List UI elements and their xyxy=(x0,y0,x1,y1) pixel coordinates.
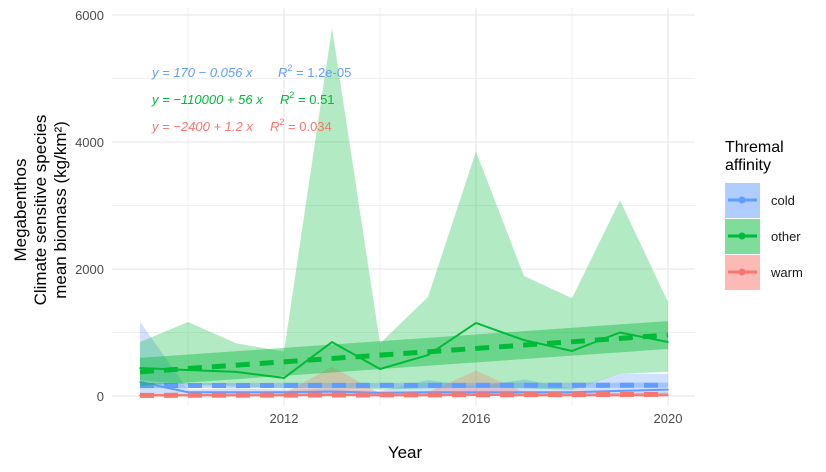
warm-point xyxy=(667,394,669,397)
y-axis-title: Megabenthos xyxy=(11,158,30,261)
warm-point xyxy=(475,393,477,396)
other-point xyxy=(331,341,333,343)
regression-equation: y = −2400 + 1.2 x xyxy=(151,119,253,134)
grid xyxy=(112,8,695,406)
r-squared: R2 = 0.51 xyxy=(280,90,335,107)
other-point xyxy=(139,367,141,369)
other-point xyxy=(475,322,477,324)
cold-point xyxy=(283,391,285,393)
warm-ribbon xyxy=(140,366,668,396)
cold-point xyxy=(235,391,237,393)
legend-item-other: other xyxy=(725,219,801,254)
r-squared: R2 = 1.2e-05 xyxy=(278,63,351,80)
other-point xyxy=(235,371,237,373)
legend-label: warm xyxy=(770,265,803,280)
warm-point xyxy=(139,394,141,397)
y-tick-label: 2000 xyxy=(75,262,104,277)
legend-label: other xyxy=(771,229,801,244)
warm-point xyxy=(379,394,381,397)
x-axis-title: Year xyxy=(388,443,423,462)
x-tick-label: 2016 xyxy=(462,411,491,426)
legend-item-cold: cold xyxy=(725,183,795,218)
warm-point xyxy=(523,394,525,397)
other-point xyxy=(283,377,285,379)
warm-trend-line xyxy=(139,391,669,398)
other-point xyxy=(379,368,381,370)
cold-point xyxy=(187,391,189,393)
regression-equation: y = −110000 + 56 x xyxy=(151,92,263,107)
x-tick-label: 2020 xyxy=(654,411,683,426)
y-tick-label: 4000 xyxy=(75,135,104,150)
other-point xyxy=(571,350,573,352)
cold-ribbon xyxy=(140,321,668,396)
cold-point xyxy=(667,388,669,391)
legend: Thremal affinity cold other warm xyxy=(725,139,803,290)
other-point xyxy=(667,341,669,343)
other-point xyxy=(187,369,189,371)
warm-point xyxy=(235,394,237,397)
x-tick-label: 2012 xyxy=(270,411,299,426)
legend-title: affinity xyxy=(725,157,771,174)
cold-point xyxy=(619,390,621,392)
y-tick-label: 6000 xyxy=(75,8,104,23)
y-axis-title: mean biomass (kg/km²) xyxy=(51,121,70,299)
other-trend-line xyxy=(139,332,669,375)
warm-point xyxy=(283,394,285,397)
other-point xyxy=(523,339,525,341)
cold-point xyxy=(139,381,141,383)
warm-point xyxy=(427,394,429,397)
y-axis-title: Climate sensitive species xyxy=(31,115,50,306)
warm-point xyxy=(619,394,621,397)
warm-point xyxy=(571,394,573,397)
other-mean-line xyxy=(139,321,669,379)
legend-label: cold xyxy=(771,193,795,208)
other-ribbon xyxy=(140,27,668,390)
y-tick-label: 0 xyxy=(97,389,104,404)
cold-point xyxy=(331,390,333,393)
regression-equation: y = 170 − 0.056 x xyxy=(151,65,253,80)
other-point xyxy=(619,331,621,334)
warm-point xyxy=(187,394,189,397)
legend-title: Thremal xyxy=(725,139,784,156)
warm-point xyxy=(331,393,333,396)
r-squared: R2 = 0.034 xyxy=(270,117,332,134)
other-point xyxy=(427,354,429,356)
legend-item-warm: warm xyxy=(725,255,803,290)
